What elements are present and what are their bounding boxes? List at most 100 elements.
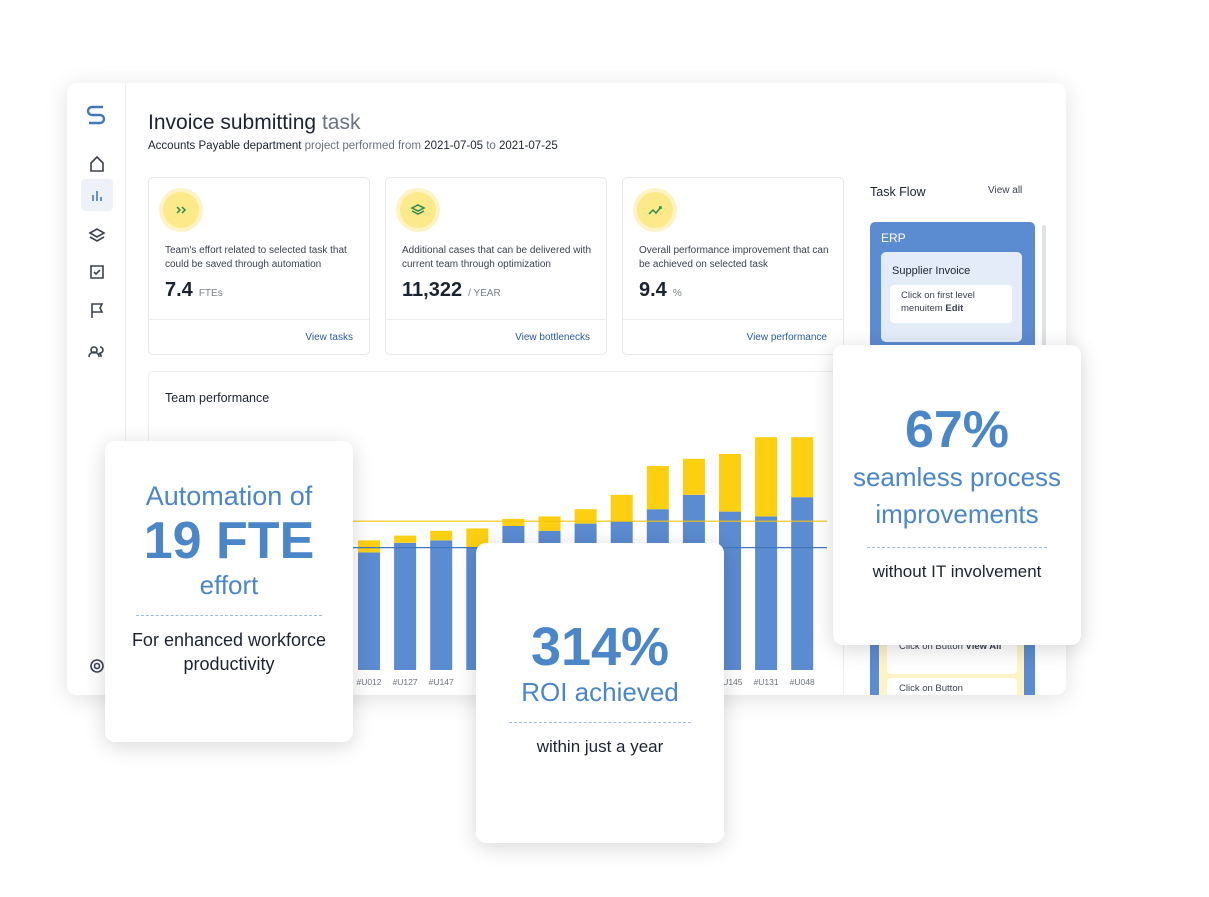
x-tick-label: #U145 bbox=[717, 677, 742, 687]
task-flow-title: Task Flow bbox=[870, 185, 926, 199]
kpi-card: Additional cases that can be delivered w… bbox=[385, 177, 607, 355]
subtitle-to: to bbox=[486, 140, 496, 152]
x-tick-label: #U012 bbox=[356, 677, 381, 687]
bar bbox=[502, 518, 525, 526]
bar bbox=[394, 535, 417, 543]
action-text: Click on first level menuitem bbox=[901, 290, 975, 314]
action[interactable]: Click on first level menuitem Edit bbox=[890, 285, 1012, 323]
step-label: Supplier Invoice bbox=[892, 265, 971, 277]
separator bbox=[149, 319, 369, 320]
page-title: Invoice submitting task bbox=[148, 111, 360, 135]
subtitle: Accounts Payable department project perf… bbox=[148, 140, 558, 152]
check-icon[interactable] bbox=[90, 265, 104, 279]
bar bbox=[682, 458, 705, 495]
divider bbox=[867, 547, 1047, 548]
erp-label: ERP bbox=[881, 231, 906, 245]
home-icon[interactable] bbox=[90, 155, 104, 172]
bar bbox=[646, 466, 669, 510]
action-text: Click on Button bbox=[899, 683, 963, 694]
view-all[interactable]: View all bbox=[988, 185, 1023, 196]
action[interactable]: Click on Button bbox=[887, 678, 1017, 695]
callout-roi: 314% ROI achieved within just a year bbox=[476, 543, 724, 843]
callout-fte: Automation of 19 FTE effort For enhanced… bbox=[105, 441, 353, 742]
start-date: 2021-07-05 bbox=[424, 140, 483, 152]
callout-process: 67% seamless process improvements withou… bbox=[833, 345, 1081, 645]
kpi-icon bbox=[400, 192, 436, 228]
kpi-value: 7.4 FTEs bbox=[165, 279, 223, 302]
x-tick-label: #U048 bbox=[790, 677, 815, 687]
kpi-number: 11,322 bbox=[402, 279, 463, 301]
bar bbox=[430, 530, 453, 541]
layers-icon[interactable] bbox=[88, 228, 106, 242]
callout-line: Automation of bbox=[145, 481, 313, 511]
kpi-number: 9.4 bbox=[639, 279, 667, 301]
bar bbox=[755, 516, 778, 670]
bar bbox=[719, 454, 741, 512]
x-tick-label: #U131 bbox=[754, 677, 779, 687]
step-card: Supplier Invoice Click on first level me… bbox=[881, 252, 1022, 342]
callout-big: 314% bbox=[530, 617, 670, 677]
help-icon[interactable] bbox=[90, 659, 104, 673]
action-text: Click on Button bbox=[899, 641, 963, 652]
callout-line: effort bbox=[199, 570, 259, 600]
callout-big: 67% bbox=[904, 401, 1010, 459]
bar bbox=[719, 511, 741, 670]
kpi-text: Overall performance improvement that can… bbox=[639, 245, 829, 270]
callout-big: 19 FTE bbox=[143, 512, 315, 570]
icon bbox=[410, 204, 426, 215]
callout-line: ROI achieved bbox=[521, 677, 679, 707]
kpi-link[interactable]: View bottlenecks bbox=[515, 332, 590, 343]
kpi-value: 11,322 / YEAR bbox=[402, 279, 501, 302]
title: Invoice submitting bbox=[148, 111, 317, 134]
icon bbox=[648, 206, 662, 215]
sidebar-icons bbox=[81, 105, 113, 673]
bar bbox=[610, 494, 633, 522]
bar bbox=[755, 437, 778, 517]
bar bbox=[358, 552, 380, 670]
logo bbox=[86, 105, 106, 125]
action-bold: Edit bbox=[945, 303, 964, 314]
separator bbox=[623, 319, 843, 320]
bar bbox=[791, 497, 814, 670]
bar bbox=[574, 509, 597, 524]
callout-sub: within just a year bbox=[536, 737, 664, 756]
users-icon[interactable] bbox=[88, 346, 104, 358]
kpi-link[interactable]: View tasks bbox=[305, 332, 353, 343]
chart-title: Team performance bbox=[165, 391, 270, 405]
kpi-text: Additional cases that can be delivered w… bbox=[402, 245, 592, 270]
kpi-icon bbox=[637, 192, 673, 228]
bar bbox=[430, 540, 453, 670]
divider bbox=[509, 722, 691, 723]
kpi-card: Overall performance improvement that can… bbox=[622, 177, 844, 355]
title-suffix: task bbox=[321, 111, 361, 134]
callout-sub: For enhanced workforce productivity bbox=[131, 630, 327, 674]
sidebar bbox=[67, 83, 126, 695]
end-date: 2021-07-25 bbox=[499, 140, 558, 152]
kpi-text: Team's effort related to selected task t… bbox=[165, 245, 347, 270]
icon bbox=[176, 206, 187, 214]
bar bbox=[538, 516, 561, 531]
bar bbox=[394, 542, 417, 670]
kpi-unit: % bbox=[672, 288, 682, 299]
kpi-value: 9.4% bbox=[639, 279, 682, 302]
dept: Accounts Payable department bbox=[148, 140, 302, 152]
kpi-link[interactable]: View performance bbox=[746, 332, 827, 343]
kpi-number: 7.4 bbox=[165, 279, 193, 301]
chart-icon[interactable] bbox=[92, 191, 102, 201]
divider bbox=[136, 615, 322, 616]
kpi-unit: / YEAR bbox=[468, 288, 501, 299]
separator bbox=[386, 319, 606, 320]
action-bold: View All bbox=[965, 641, 1002, 652]
x-tick-label: #U147 bbox=[429, 677, 454, 687]
kpi-unit: FTEs bbox=[198, 288, 223, 299]
kpi-card: Team's effort related to selected task t… bbox=[148, 177, 370, 355]
bar bbox=[466, 528, 489, 548]
x-tick-label: #U127 bbox=[393, 677, 418, 687]
bar bbox=[358, 540, 380, 553]
callout-line: seamless process improvements bbox=[852, 462, 1062, 529]
bar bbox=[791, 437, 814, 498]
flag-icon[interactable] bbox=[91, 303, 104, 318]
kpi-icon bbox=[163, 192, 199, 228]
subtitle-text: project performed from bbox=[304, 140, 421, 152]
